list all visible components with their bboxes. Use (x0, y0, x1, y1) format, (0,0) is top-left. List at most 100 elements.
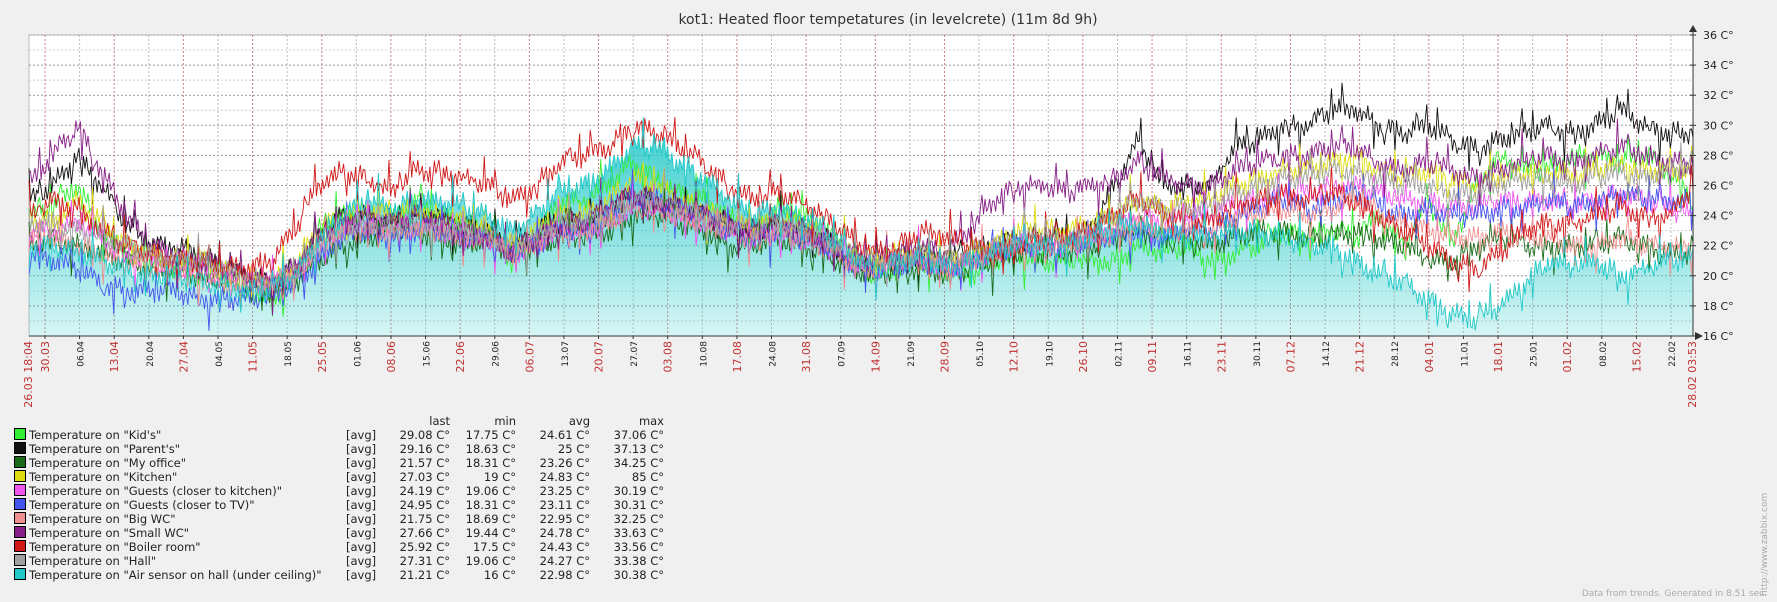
series-line (28, 116, 1694, 293)
legend-min: 17.5 C° (472, 540, 516, 554)
legend-min: 19.06 C° (465, 554, 516, 568)
legend-last: 21.57 C° (399, 456, 450, 470)
legend-fn: [avg] (346, 442, 377, 456)
legend-series-label: Temperature on "Air sensor on hall (unde… (29, 568, 322, 582)
legend-max: 32.25 C° (613, 512, 664, 526)
x-tick-label: 13.04 (108, 341, 121, 373)
legend-header-max: max (638, 414, 664, 428)
series-lines (28, 82, 1694, 331)
legend-series-label: Temperature on "Guests (closer to kitche… (29, 484, 282, 498)
legend-color-swatch (14, 512, 26, 524)
x-tick-label: 20.07 (593, 341, 606, 373)
legend-last: 24.19 C° (399, 484, 450, 498)
y-tick-label: 16 C° (1703, 330, 1734, 343)
legend-color-swatch (14, 498, 26, 510)
legend-header-min: min (494, 414, 516, 428)
legend-last: 29.08 C° (399, 428, 450, 442)
legend-color-swatch (14, 526, 26, 538)
y-axis: 16 C° 18 C° 20 C° 22 C° 24 C° 26 C° 28 C° 30 C°… (1689, 25, 1734, 343)
y-tick-label: 20 C° (1703, 270, 1734, 283)
legend-fn: [avg] (346, 484, 377, 498)
x-tick-label: 30.11 (1253, 341, 1263, 367)
legend-avg: 25 C° (557, 442, 590, 456)
x-tick-label: 09.11 (1146, 341, 1159, 373)
legend-avg: 23.11 C° (539, 498, 590, 512)
legend-row: Temperature on "Boiler room" [avg] 25.92 C… (14, 540, 664, 554)
legend-series-name: Temperature on "Boiler room" (14, 540, 346, 554)
x-tick-label: 01.02 (1561, 341, 1574, 373)
legend-header-fn (346, 414, 390, 428)
x-tick-label: 08.02 (1599, 341, 1609, 367)
legend-color-swatch (14, 540, 26, 552)
legend-fn: [avg] (346, 554, 377, 568)
legend-table: last min avg max Temperature on "Kid's" [… (14, 414, 664, 582)
legend-fn: [avg] (346, 470, 377, 484)
x-tick-label: 24.08 (769, 341, 779, 367)
x-axis-arrow (1695, 332, 1703, 340)
legend-header-row: last min avg max (14, 414, 664, 428)
x-tick-label: 31.08 (800, 341, 813, 373)
x-tick-label: 23.11 (1215, 341, 1228, 373)
x-tick-label: 03.08 (662, 341, 675, 373)
legend-row: Temperature on "Guests (closer to kitche… (14, 484, 664, 498)
x-tick-label: 16.11 (1184, 341, 1194, 367)
x-tick-label: 11.05 (247, 341, 260, 373)
legend-avg: 24.83 C° (539, 470, 590, 484)
x-tick-label: 07.09 (838, 341, 848, 367)
legend-series-name: Temperature on "Big WC" (14, 512, 346, 526)
x-axis: 26.03 18:04 30.03 06.04 13.04 20.04 27.04 04.0… (22, 332, 1703, 408)
legend-color-swatch (14, 470, 26, 482)
x-tick-label: 22.02 (1668, 341, 1678, 367)
legend-max: 37.13 C° (613, 442, 664, 456)
x-tick-label: 18.05 (284, 341, 294, 367)
legend-min: 18.69 C° (465, 512, 516, 526)
legend-series-name: Temperature on "Air sensor on hall (unde… (14, 568, 346, 582)
y-tick-label: 26 C° (1703, 180, 1734, 193)
x-end-label: 28.02 03:53 (1686, 341, 1699, 408)
x-tick-label: 22.06 (454, 341, 467, 373)
x-tick-label: 27.04 (177, 341, 190, 373)
series-line (28, 181, 1694, 307)
x-tick-label: 26.10 (1077, 341, 1090, 373)
y-tick-label: 30 C° (1703, 119, 1734, 132)
x-tick-label: 04.01 (1423, 341, 1436, 373)
legend-avg: 24.27 C° (539, 554, 590, 568)
legend-last: 27.31 C° (399, 554, 450, 568)
legend-fn: [avg] (346, 568, 377, 582)
legend-color-swatch (14, 554, 26, 566)
legend-last: 27.66 C° (399, 526, 450, 540)
x-tick-label: 27.07 (630, 341, 640, 367)
legend-row: Temperature on "Kid's" [avg] 29.08 C° 17.75… (14, 428, 664, 442)
x-tick-label: 14.09 (869, 341, 882, 373)
y-axis-arrow (1689, 25, 1697, 32)
legend-last: 27.03 C° (399, 470, 450, 484)
legend-series-name: Temperature on "Guests (closer to kitche… (14, 484, 346, 498)
legend-max: 30.38 C° (613, 568, 664, 582)
legend-max: 33.38 C° (613, 554, 664, 568)
legend: last min avg max Temperature on "Kid's" [… (14, 414, 664, 582)
x-start-label: 26.03 18:04 (22, 341, 35, 408)
legend-avg: 23.25 C° (539, 484, 590, 498)
legend-fn: [avg] (346, 540, 377, 554)
legend-min: 19.44 C° (465, 526, 516, 540)
legend-row: Temperature on "Air sensor on hall (unde… (14, 568, 664, 582)
x-tick-label: 17.08 (731, 341, 744, 373)
x-tick-label: 10.08 (699, 341, 709, 367)
legend-series-name: Temperature on "Hall" (14, 554, 346, 568)
x-tick-label: 21.12 (1354, 341, 1367, 373)
x-tick-label: 28.09 (938, 341, 951, 373)
x-tick-label: 11.01 (1460, 341, 1470, 367)
legend-row: Temperature on "Parent's" [avg] 29.16 C° 18… (14, 442, 664, 456)
legend-series-name: Temperature on "Kitchen" (14, 470, 346, 484)
x-tick-label: 18.01 (1492, 341, 1505, 373)
legend-color-swatch (14, 428, 26, 440)
legend-avg: 24.78 C° (539, 526, 590, 540)
legend-min: 18.31 C° (465, 498, 516, 512)
x-tick-label: 02.11 (1114, 341, 1124, 367)
legend-max: 85 C° (631, 470, 664, 484)
legend-avg: 24.61 C° (539, 428, 590, 442)
legend-series-label: Temperature on "Parent's" (29, 442, 181, 456)
y-tick-label: 36 C° (1703, 29, 1734, 42)
y-tick-label: 34 C° (1703, 59, 1734, 72)
